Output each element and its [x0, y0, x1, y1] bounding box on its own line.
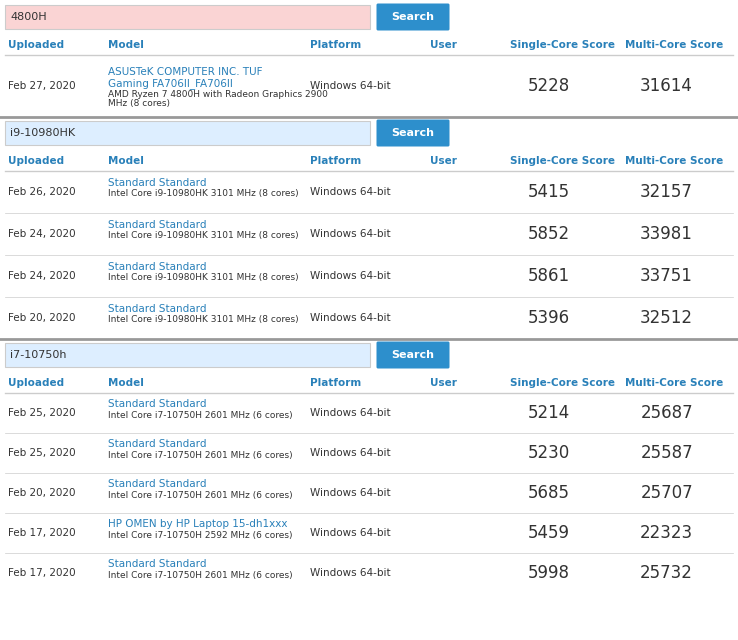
Text: 4800H: 4800H — [10, 12, 46, 22]
Text: Gaming FA706II_FA706II: Gaming FA706II_FA706II — [108, 78, 233, 89]
Text: Feb 27, 2020: Feb 27, 2020 — [8, 81, 75, 91]
Text: 25707: 25707 — [641, 484, 693, 502]
Text: Standard Standard: Standard Standard — [108, 439, 207, 449]
Text: Multi-Core Score: Multi-Core Score — [625, 40, 723, 50]
Text: Feb 20, 2020: Feb 20, 2020 — [8, 313, 75, 323]
Text: Feb 25, 2020: Feb 25, 2020 — [8, 408, 75, 418]
Text: 32512: 32512 — [640, 309, 693, 327]
Text: Windows 64-bit: Windows 64-bit — [310, 81, 390, 91]
Text: Feb 26, 2020: Feb 26, 2020 — [8, 187, 75, 197]
Text: Single-Core Score: Single-Core Score — [510, 378, 615, 388]
Text: HP OMEN by HP Laptop 15-dh1xxx: HP OMEN by HP Laptop 15-dh1xxx — [108, 519, 288, 529]
Bar — [5, 121, 370, 145]
Text: Model: Model — [108, 40, 144, 50]
Text: Standard Standard: Standard Standard — [108, 220, 207, 230]
Text: Intel Core i9-10980HK 3101 MHz (8 cores): Intel Core i9-10980HK 3101 MHz (8 cores) — [108, 316, 299, 324]
Text: Uploaded: Uploaded — [8, 156, 64, 166]
Text: Feb 17, 2020: Feb 17, 2020 — [8, 568, 75, 578]
Text: AMD Ryzen 7 4800H with Radeon Graphics 2900: AMD Ryzen 7 4800H with Radeon Graphics 2… — [108, 90, 328, 99]
Text: Uploaded: Uploaded — [8, 40, 64, 50]
FancyBboxPatch shape — [376, 120, 449, 147]
Text: User: User — [430, 40, 457, 50]
Text: Model: Model — [108, 378, 144, 388]
Text: 33751: 33751 — [640, 267, 693, 285]
Text: Standard Standard: Standard Standard — [108, 262, 207, 272]
Text: i9-10980HK: i9-10980HK — [10, 128, 75, 138]
Text: 5459: 5459 — [528, 524, 570, 542]
Text: Search: Search — [391, 12, 435, 22]
Text: Intel Core i9-10980HK 3101 MHz (8 cores): Intel Core i9-10980HK 3101 MHz (8 cores) — [108, 273, 299, 282]
Text: Feb 24, 2020: Feb 24, 2020 — [8, 271, 75, 281]
Text: Uploaded: Uploaded — [8, 378, 64, 388]
Text: Search: Search — [391, 128, 435, 138]
Text: Windows 64-bit: Windows 64-bit — [310, 528, 390, 538]
Text: User: User — [430, 156, 457, 166]
Text: Feb 25, 2020: Feb 25, 2020 — [8, 448, 75, 458]
Text: 5228: 5228 — [528, 77, 570, 95]
Text: Standard Standard: Standard Standard — [108, 479, 207, 489]
Text: 5214: 5214 — [528, 404, 570, 422]
Text: Standard Standard: Standard Standard — [108, 178, 207, 188]
Text: 32157: 32157 — [640, 183, 693, 201]
Text: Model: Model — [108, 156, 144, 166]
Text: ASUSTeK COMPUTER INC. TUF: ASUSTeK COMPUTER INC. TUF — [108, 67, 263, 77]
Text: Windows 64-bit: Windows 64-bit — [310, 271, 390, 281]
Text: Search: Search — [391, 350, 435, 360]
Text: 5998: 5998 — [528, 564, 570, 582]
FancyBboxPatch shape — [376, 3, 449, 31]
Text: Standard Standard: Standard Standard — [108, 304, 207, 314]
Text: Windows 64-bit: Windows 64-bit — [310, 448, 390, 458]
Text: Standard Standard: Standard Standard — [108, 399, 207, 409]
Text: Multi-Core Score: Multi-Core Score — [625, 156, 723, 166]
Text: Feb 17, 2020: Feb 17, 2020 — [8, 528, 75, 538]
Text: Intel Core i7-10750H 2601 MHz (6 cores): Intel Core i7-10750H 2601 MHz (6 cores) — [108, 451, 293, 460]
Text: Intel Core i7-10750H 2592 MHz (6 cores): Intel Core i7-10750H 2592 MHz (6 cores) — [108, 531, 292, 540]
Text: 31614: 31614 — [640, 77, 693, 95]
Text: Feb 20, 2020: Feb 20, 2020 — [8, 488, 75, 498]
Text: Platform: Platform — [310, 40, 361, 50]
Text: MHz (8 cores): MHz (8 cores) — [108, 99, 170, 108]
Text: Multi-Core Score: Multi-Core Score — [625, 378, 723, 388]
Bar — [5, 343, 370, 367]
Text: Platform: Platform — [310, 156, 361, 166]
Text: Windows 64-bit: Windows 64-bit — [310, 187, 390, 197]
Text: i7-10750h: i7-10750h — [10, 350, 66, 360]
Bar — [5, 5, 370, 29]
Text: 22323: 22323 — [640, 524, 693, 542]
Text: Platform: Platform — [310, 378, 361, 388]
Text: Intel Core i9-10980HK 3101 MHz (8 cores): Intel Core i9-10980HK 3101 MHz (8 cores) — [108, 231, 299, 240]
Text: 5852: 5852 — [528, 225, 570, 243]
Text: 5861: 5861 — [528, 267, 570, 285]
Text: 25587: 25587 — [641, 444, 693, 462]
Text: Intel Core i7-10750H 2601 MHz (6 cores): Intel Core i7-10750H 2601 MHz (6 cores) — [108, 571, 293, 580]
Text: Intel Core i9-10980HK 3101 MHz (8 cores): Intel Core i9-10980HK 3101 MHz (8 cores) — [108, 189, 299, 198]
Text: 25732: 25732 — [640, 564, 693, 582]
Text: Intel Core i7-10750H 2601 MHz (6 cores): Intel Core i7-10750H 2601 MHz (6 cores) — [108, 491, 293, 500]
Text: Windows 64-bit: Windows 64-bit — [310, 229, 390, 239]
Text: Feb 24, 2020: Feb 24, 2020 — [8, 229, 75, 239]
Text: User: User — [430, 378, 457, 388]
Text: Single-Core Score: Single-Core Score — [510, 156, 615, 166]
Text: Standard Standard: Standard Standard — [108, 559, 207, 569]
Text: 5415: 5415 — [528, 183, 570, 201]
Text: 33981: 33981 — [640, 225, 693, 243]
Text: Single-Core Score: Single-Core Score — [510, 40, 615, 50]
Text: Windows 64-bit: Windows 64-bit — [310, 488, 390, 498]
Text: Windows 64-bit: Windows 64-bit — [310, 568, 390, 578]
Text: 5396: 5396 — [528, 309, 570, 327]
Text: Windows 64-bit: Windows 64-bit — [310, 408, 390, 418]
Text: 5685: 5685 — [528, 484, 570, 502]
FancyBboxPatch shape — [376, 342, 449, 369]
Text: 5230: 5230 — [528, 444, 570, 462]
Text: Windows 64-bit: Windows 64-bit — [310, 313, 390, 323]
Text: 25687: 25687 — [641, 404, 693, 422]
Text: Intel Core i7-10750H 2601 MHz (6 cores): Intel Core i7-10750H 2601 MHz (6 cores) — [108, 411, 293, 420]
